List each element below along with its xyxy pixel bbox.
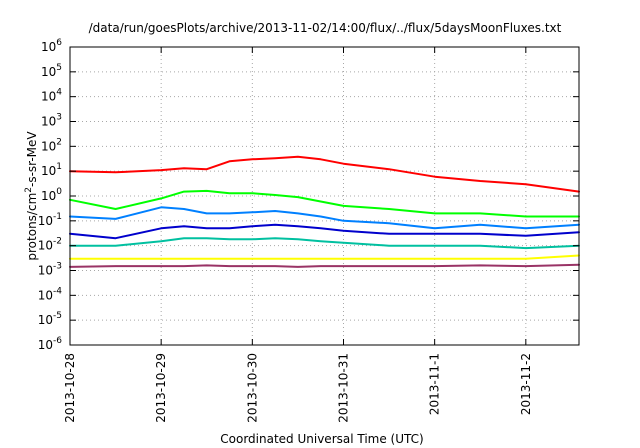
y-axis: 10-6 10-5 10-4 10-3 10-2 10-1 100 101 102 103 104 1… <box>38 38 579 352</box>
series-line-5 <box>69 237 580 250</box>
y-tick-label: 103 <box>41 113 62 129</box>
y-tick-label: 105 <box>41 63 62 79</box>
x-tick-label: 2013-10-30 <box>245 353 259 423</box>
series-line-3 <box>69 206 580 230</box>
y-axis-label-rest: -s-sr-MeV <box>25 131 39 187</box>
y-tick-label: 104 <box>41 88 62 104</box>
y-tick-label: 100 <box>41 187 62 203</box>
x-tick-label: 2013-11-1 <box>428 353 442 415</box>
grid <box>70 47 579 345</box>
x-tick-label: 2013-10-31 <box>336 353 350 423</box>
x-tick-label: 2013-10-29 <box>154 353 168 423</box>
y-axis-label-sup: 2 <box>24 187 34 193</box>
y-tick-label: 106 <box>41 38 62 54</box>
x-tick-label: 2013-11-2 <box>519 353 533 415</box>
y-tick-label: 10-4 <box>38 286 63 302</box>
y-tick-label: 10-2 <box>38 237 62 253</box>
series-group <box>69 155 580 268</box>
x-axis: 2013-10-28 2013-10-29 2013-10-30 2013-10-31… <box>63 47 533 423</box>
series-line-2 <box>69 189 580 218</box>
x-axis-label: Coordinated Universal Time (UTC) <box>220 432 423 446</box>
series-line-4 <box>69 223 580 240</box>
y-tick-label: 10-1 <box>38 212 62 228</box>
y-tick-label: 101 <box>41 162 62 178</box>
y-axis-label-main: protons/cm <box>25 193 39 261</box>
chart-title: /data/run/goesPlots/archive/2013-11-02/1… <box>89 21 562 35</box>
y-tick-label: 10-3 <box>38 262 62 278</box>
y-tick-label: 102 <box>41 137 62 153</box>
y-tick-label: 10-5 <box>38 311 62 327</box>
y-axis-label: protons/cm2-s-sr-MeV <box>24 131 39 261</box>
y-tick-label: 10-6 <box>38 336 63 352</box>
series-line-6 <box>69 254 580 260</box>
series-line-7 <box>69 263 580 268</box>
x-tick-label: 2013-10-28 <box>63 353 77 423</box>
series-line-1 <box>69 155 580 193</box>
